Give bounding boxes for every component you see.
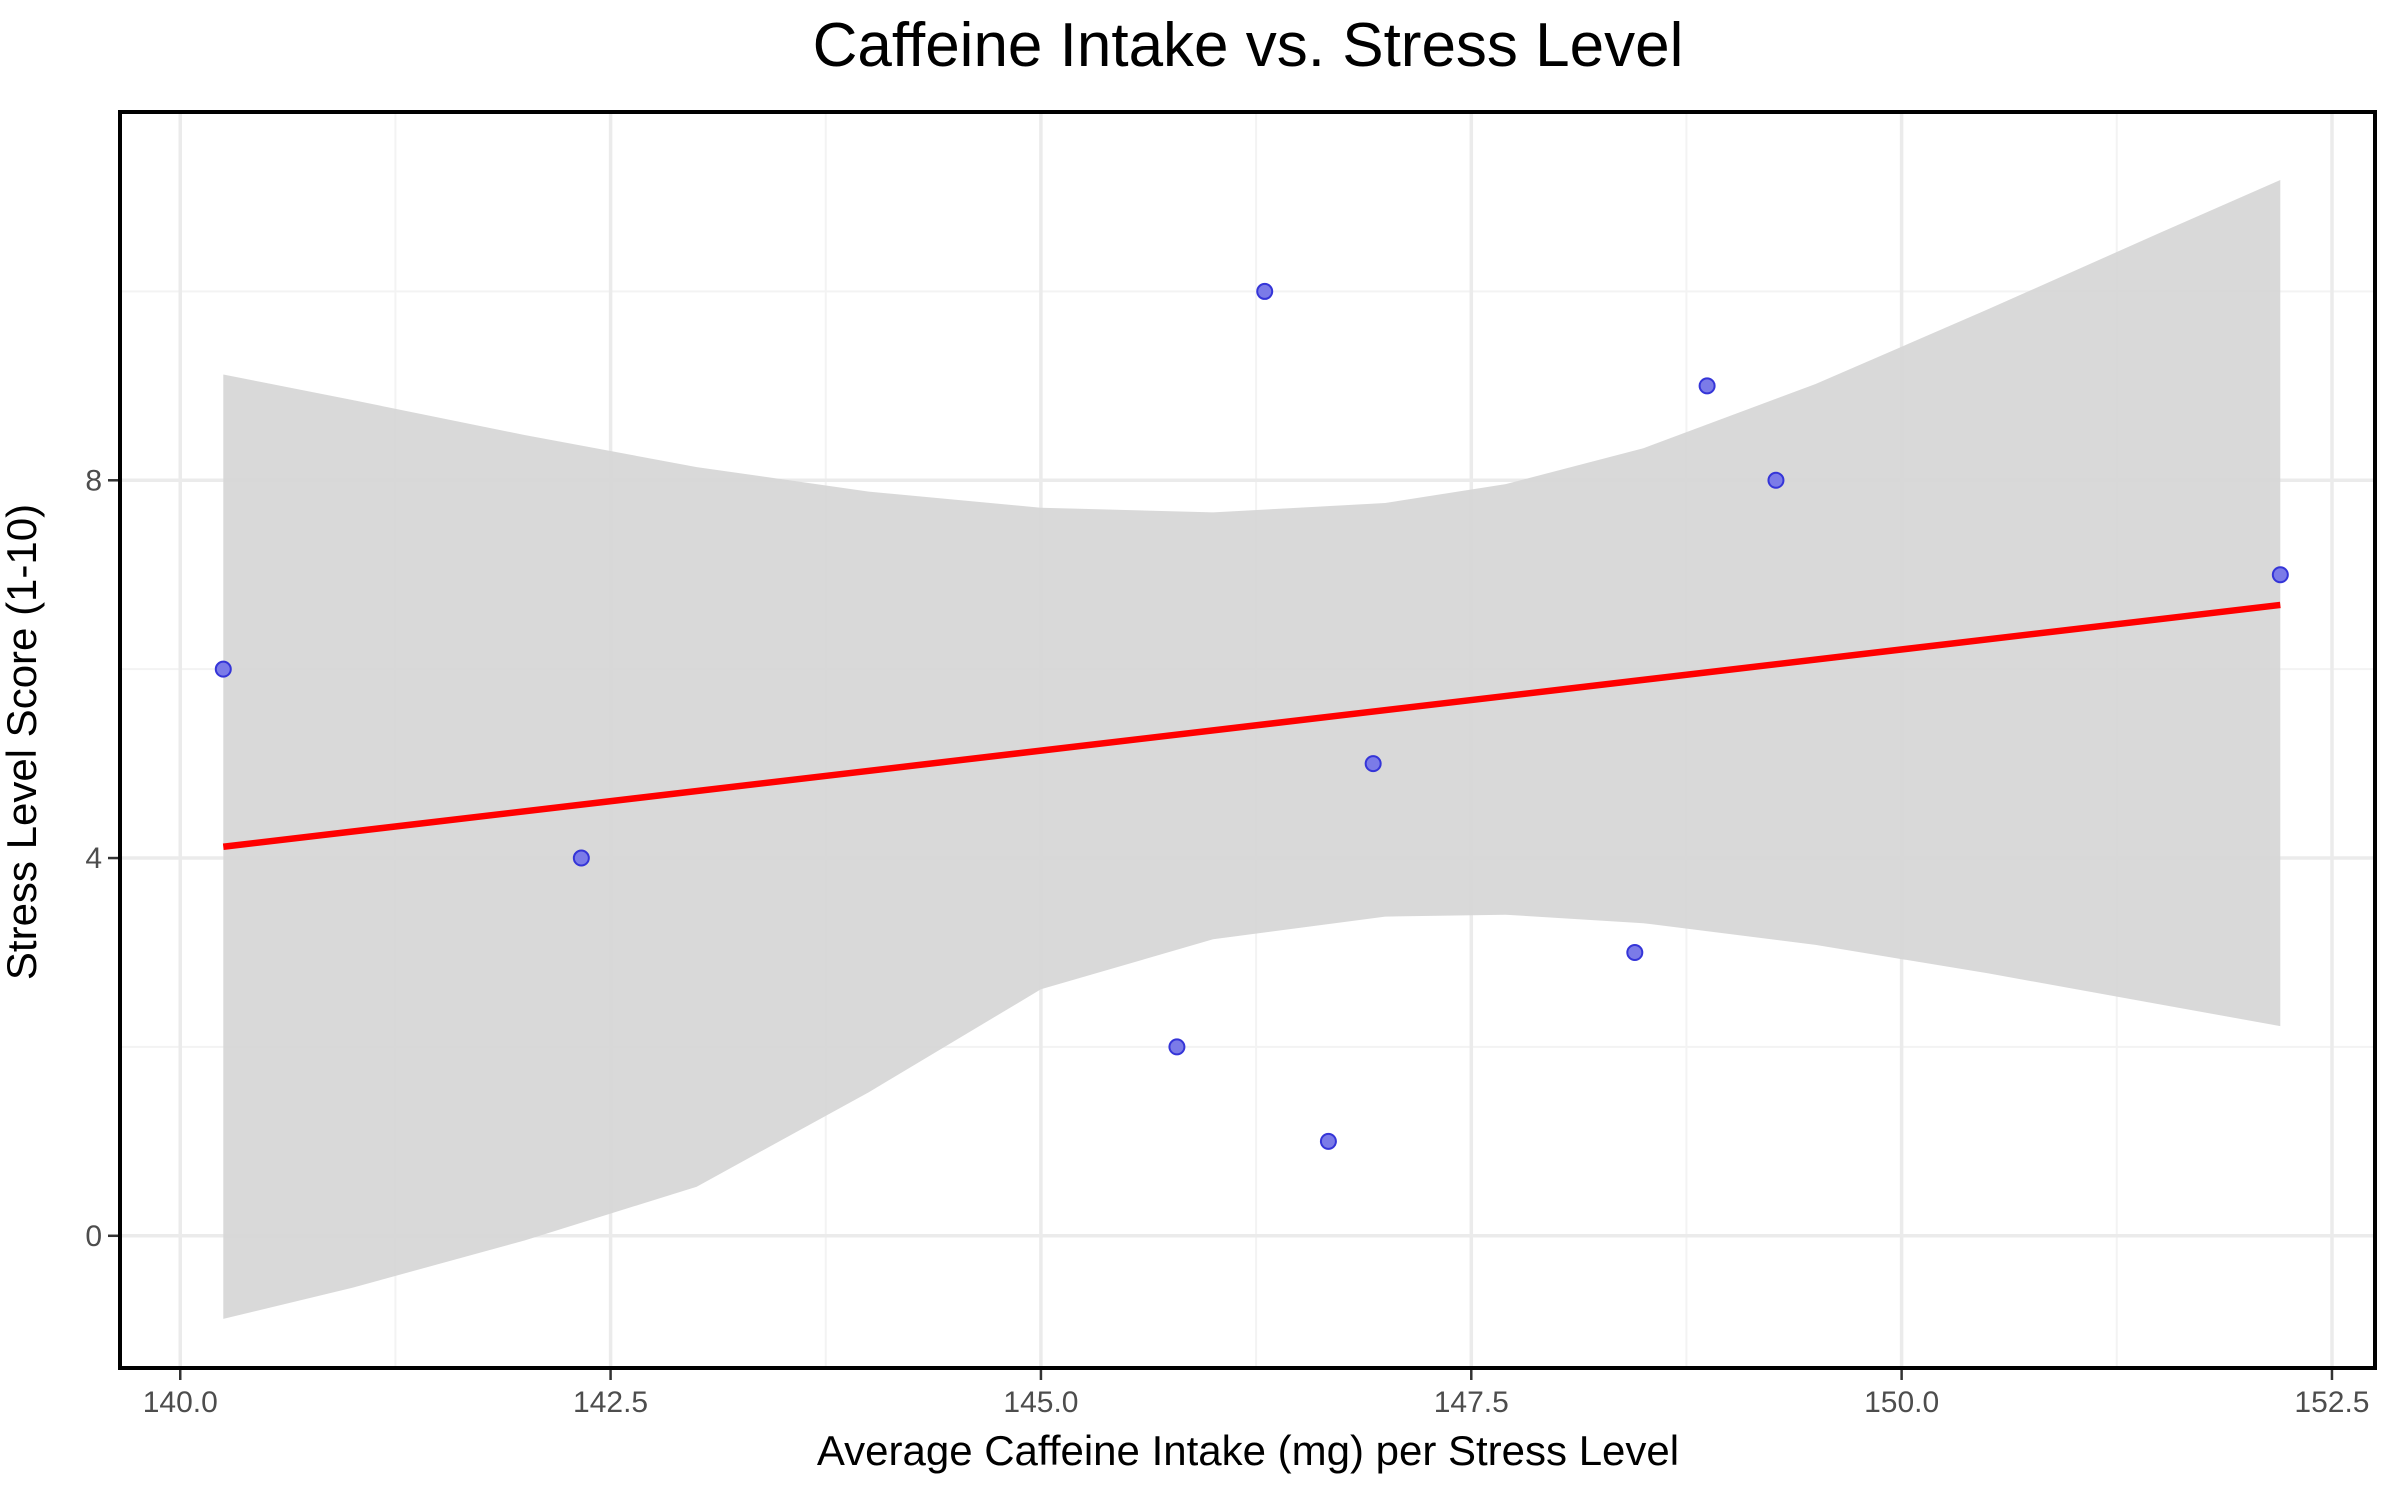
x-tick-label: 140.0 [143,1386,218,1419]
data-point [1319,1132,1337,1150]
data-points-layer [214,282,2289,1150]
data-point [1767,471,1785,489]
x-tick-label: 152.5 [2294,1386,2369,1419]
data-point [1168,1038,1186,1056]
x-tick-label: 145.0 [1003,1386,1078,1419]
data-point [1364,755,1382,773]
x-tick-label: 147.5 [1434,1386,1509,1419]
y-axis-ticks: 0 4 8 [85,464,118,1253]
confidence-band [223,180,2281,1319]
chart-title: Caffeine Intake vs. Stress Level [813,11,1684,80]
x-tick-label: 150.0 [1864,1386,1939,1419]
x-axis-ticks: 140.0 142.5 145.0 147.5 150.0 152.5 [143,1370,2370,1419]
y-tick-label: 8 [85,464,102,497]
data-point [214,660,232,678]
data-point [572,849,590,867]
data-point [1626,943,1644,961]
trend-line-layer [222,601,2281,850]
data-point [2271,566,2289,584]
x-axis-label: Average Caffeine Intake (mg) per Stress … [817,1427,1679,1474]
x-tick-label: 142.5 [573,1386,648,1419]
confidence-band-layer [223,180,2281,1319]
trend-line [222,601,2281,850]
data-point [1256,282,1274,300]
y-tick-label: 4 [85,842,102,875]
panel-border [118,110,2377,1370]
data-point [1698,377,1716,395]
y-axis-label: Stress Level Score (1-10) [0,504,45,980]
y-tick-label: 0 [85,1220,102,1253]
